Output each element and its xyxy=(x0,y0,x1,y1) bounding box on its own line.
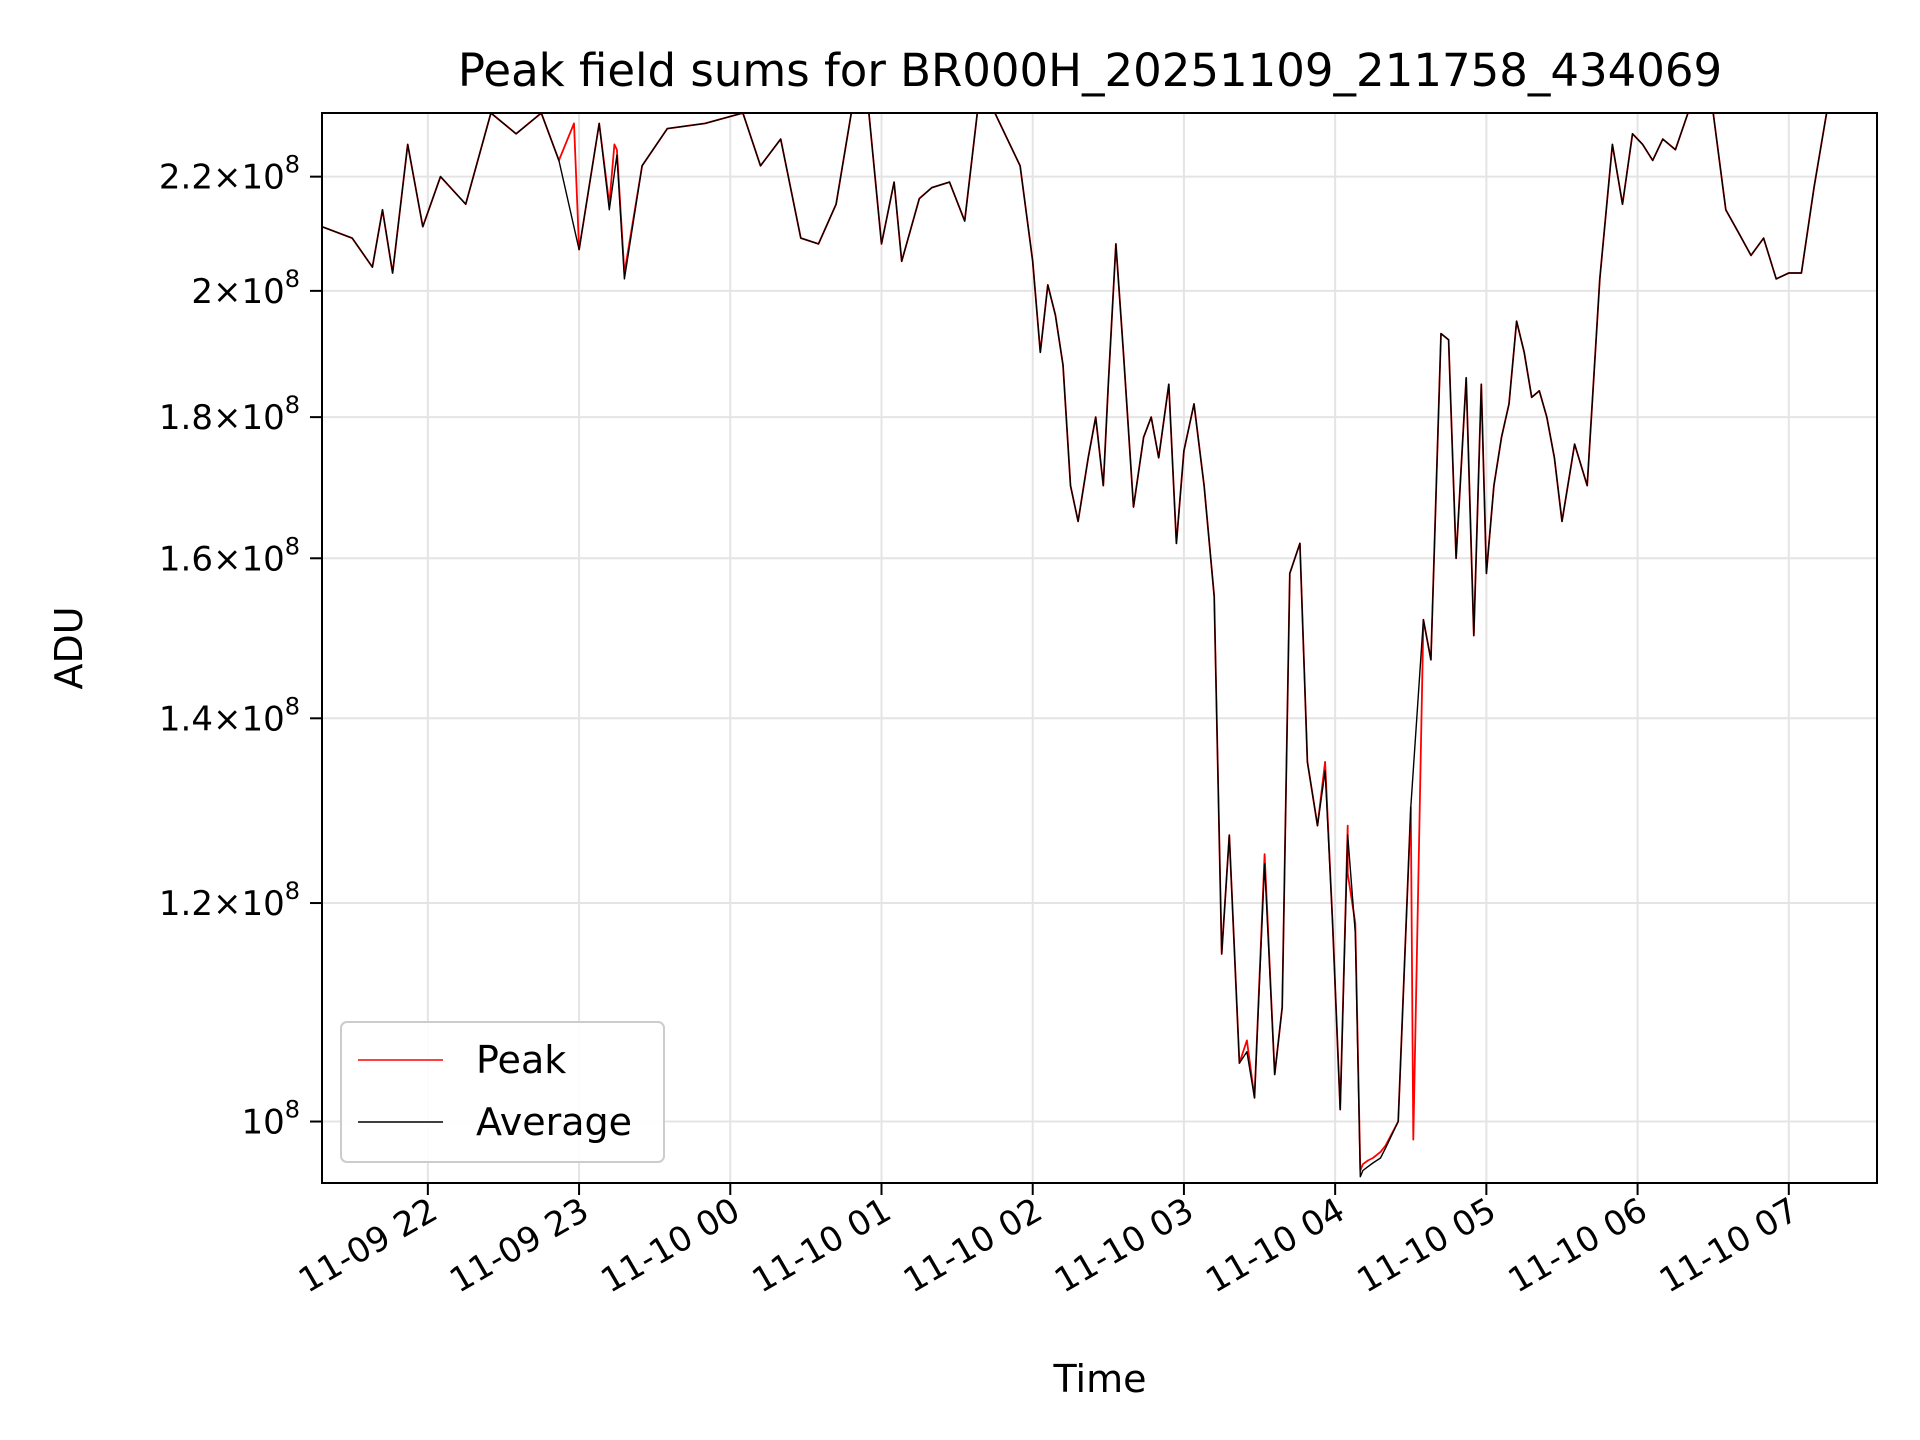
y-tick-label: 108 xyxy=(241,1096,300,1143)
y-tick-label: 2.2×108 xyxy=(159,151,300,198)
x-axis-label: Time xyxy=(1053,1357,1147,1401)
series-lines xyxy=(322,113,1852,1178)
legend-label-average: Average xyxy=(476,1100,632,1144)
y-tick-label: 1.8×108 xyxy=(159,391,300,438)
chart-title: Peak field sums for BR000H_20251109_2117… xyxy=(458,44,1722,97)
y-axis-label: ADU xyxy=(47,606,91,689)
y-ticks: 108 1.2×108 1.4×108 1.6×108 1.8×108 2×108 2.2×… xyxy=(159,151,322,1143)
y-tick-label: 1.2×108 xyxy=(159,877,300,924)
legend-box xyxy=(340,1021,665,1163)
series-line-average xyxy=(322,113,1852,1178)
y-tick-label: 2×108 xyxy=(191,265,300,312)
grid xyxy=(322,113,1877,1183)
y-tick-label: 1.4×108 xyxy=(159,692,300,739)
y-tick-label: 1.6×108 xyxy=(159,532,300,579)
legend-label-peak: Peak xyxy=(476,1038,566,1082)
legend: Peak Average xyxy=(340,1021,665,1163)
plot-area-frame xyxy=(321,112,1878,1184)
